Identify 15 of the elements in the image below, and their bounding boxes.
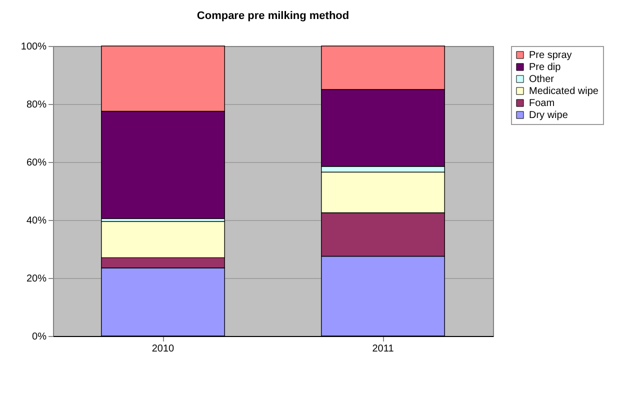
- legend-label: Other: [529, 74, 555, 85]
- legend-label: Dry wipe: [529, 110, 568, 121]
- y-tick-label: 80%: [26, 100, 47, 110]
- chart-title: Compare pre milking method: [196, 10, 350, 22]
- legend-label: Pre spray: [529, 50, 572, 61]
- y-tick-label: 60%: [26, 158, 47, 168]
- y-tick-label: 0%: [32, 332, 47, 342]
- x-tick-label: 2010: [152, 344, 175, 354]
- y-tick-label: 20%: [26, 274, 47, 284]
- legend-label: Foam: [529, 98, 555, 109]
- legend-label: Medicated wipe: [529, 86, 599, 97]
- y-tick-label: 100%: [20, 42, 47, 52]
- x-tick-label: 2011: [372, 344, 394, 354]
- y-tick-label: 40%: [26, 216, 47, 226]
- legend-label: Pre dip: [529, 62, 562, 73]
